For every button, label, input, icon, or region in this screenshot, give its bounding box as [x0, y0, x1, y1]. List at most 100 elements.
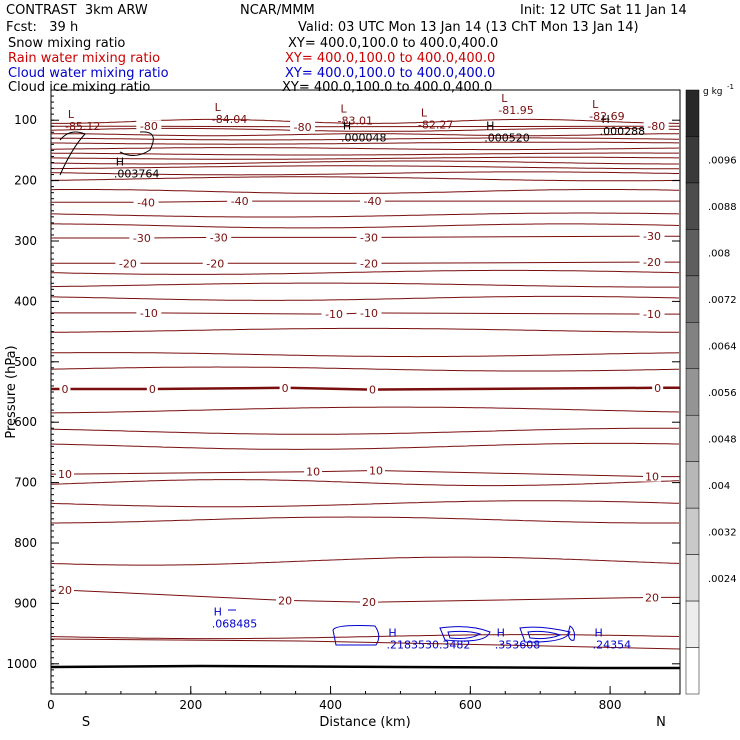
- y-tick-label: 400: [14, 294, 37, 308]
- y-tick-label: 900: [14, 596, 37, 610]
- contour-line: [50, 282, 679, 288]
- cloud-water-contour: [567, 625, 575, 641]
- contour-label: -10: [325, 308, 343, 321]
- colorbar-swatch: [685, 600, 700, 648]
- colorbar: .0096 .0088 .008 .0072 .0064 .0056 .0048 .004 .0…: [685, 83, 737, 695]
- colorbar-tick-label: .004: [708, 481, 730, 492]
- field-name-cloud-ice: Cloud ice mixing ratio: [8, 80, 151, 95]
- x-tick-label: 600: [459, 698, 482, 712]
- colorbar-tick-label: .0032: [708, 527, 737, 538]
- contour-line: [51, 223, 680, 229]
- contour-label-bg: [652, 381, 664, 393]
- isotherm-10: [51, 469, 680, 478]
- field-xy-snow: XY= 400.0,100.0 to 400.0,400.0: [288, 36, 499, 51]
- colorbar-tick-label: .0048: [708, 434, 737, 445]
- x-tick-label: 400: [319, 698, 342, 712]
- colorbar-tick-label: .0072: [708, 295, 737, 306]
- ground-layer: [50, 638, 681, 670]
- contour-label-bg: [359, 596, 378, 608]
- field-xy-cloud-water: XY= 400.0,100.0 to 400.0,400.0: [285, 66, 496, 81]
- field-name-cloud-water: Cloud water mixing ratio: [8, 66, 169, 81]
- contour-label-bg: [55, 468, 74, 480]
- contour-line: [51, 147, 680, 151]
- colorbar-swatch: [685, 229, 700, 277]
- extrema-layer: L-85.12L-84.04L-83.01L-82.27L-81.95 L-82.…: [65, 92, 645, 652]
- contour-label: -30: [643, 230, 661, 243]
- extremum-low-symbol: L: [215, 101, 222, 114]
- contour-line: [51, 295, 680, 301]
- contour-label-bg: [227, 195, 253, 207]
- contour-label: -30: [360, 231, 378, 244]
- contour-label-bg: [356, 257, 382, 269]
- extremum-value: .068485: [212, 617, 258, 630]
- contour-label: -80: [294, 121, 312, 134]
- cloud-water-contour: [519, 626, 571, 643]
- contour-label-bg: [279, 381, 291, 393]
- contour-line: [51, 327, 679, 333]
- contour-label-bg: [133, 196, 159, 208]
- contour-label-bg: [115, 257, 141, 269]
- colorbar-tick-label: .008: [708, 249, 730, 260]
- field-name-snow: Snow mixing ratio: [8, 36, 126, 51]
- extremum-low-symbol: L: [421, 107, 428, 120]
- colorbar-swatch: [685, 275, 700, 323]
- contour-label-bg: [206, 231, 232, 243]
- colorbar-tick-label: .0088: [708, 202, 737, 213]
- contour-label: -10: [140, 307, 158, 320]
- cloud-water-contour: [439, 626, 491, 642]
- cloud-water-contour: [447, 630, 482, 639]
- colorbar-tick-label: .0024: [708, 574, 737, 585]
- field-xy-cloud-ice: XY= 400.0,100.0 to 400.0,400.0: [282, 80, 493, 95]
- contour-line: [50, 442, 679, 450]
- contour-label: -30: [133, 232, 151, 245]
- colorbar-unit: g kg: [703, 87, 723, 97]
- contour-label: 10: [645, 471, 659, 484]
- extremum-value: -84.04: [212, 113, 247, 126]
- contour-label: -10: [360, 307, 378, 320]
- contour-label-bg: [639, 308, 665, 320]
- contour-label-layer: -80 -80 -80 -40 -40 -40 -30 -30 -30 -30 -20 -20 -20 -…: [55, 120, 669, 609]
- colorbar-unit-exponent: -1: [727, 83, 734, 91]
- contour-label-bg: [59, 382, 71, 394]
- x-end-label-north: N: [656, 715, 666, 730]
- extremum-value: -82.27: [418, 119, 453, 132]
- contour-label: 20: [278, 594, 292, 607]
- field-name-rain: Rain water mixing ratio: [8, 51, 161, 66]
- x-end-label-south: S: [82, 715, 90, 730]
- colorbar-tick-label: .0096: [708, 156, 737, 167]
- contour-line: [51, 156, 679, 160]
- colorbar-swatch: [685, 507, 700, 555]
- x-tick-label: 800: [599, 698, 622, 712]
- y-tick-label: 100: [14, 113, 37, 127]
- contour-label: -30: [210, 231, 228, 244]
- contour-label-bg: [639, 256, 665, 268]
- contour-label: 20: [645, 591, 659, 604]
- contour-label-bg: [202, 257, 228, 269]
- extremum-value: .000288: [600, 125, 646, 138]
- contour-line: [50, 269, 680, 275]
- extremum-value: .24354: [593, 639, 632, 652]
- x-tick-label: 200: [179, 698, 202, 712]
- contour-label-bg: [55, 584, 74, 596]
- contour-line: [50, 152, 679, 156]
- contour-line: [51, 406, 680, 414]
- contour-line: [51, 137, 679, 141]
- colorbar-swatch: [685, 461, 700, 509]
- colorbar-swatch: [685, 414, 700, 462]
- extremum-high-symbol: H: [343, 119, 351, 132]
- colorbar-swatch: [685, 647, 700, 695]
- contour-line: [51, 212, 680, 218]
- contour-label-bg: [643, 120, 669, 132]
- contour-line: [50, 634, 680, 640]
- cloud-water-contour: [527, 630, 562, 640]
- x-axis-title: Distance (km): [319, 715, 410, 730]
- contour-label-bg: [356, 306, 382, 318]
- contour-line: [50, 171, 679, 176]
- forecast-hour: Fcst: 39 h: [6, 20, 79, 35]
- extremum-high-symbol: H: [594, 627, 602, 640]
- extremum-value: -85.12: [65, 120, 100, 133]
- extremum-high-symbol: H: [388, 627, 396, 640]
- contour-label: -80: [647, 120, 665, 133]
- contour-label-bg: [136, 306, 162, 318]
